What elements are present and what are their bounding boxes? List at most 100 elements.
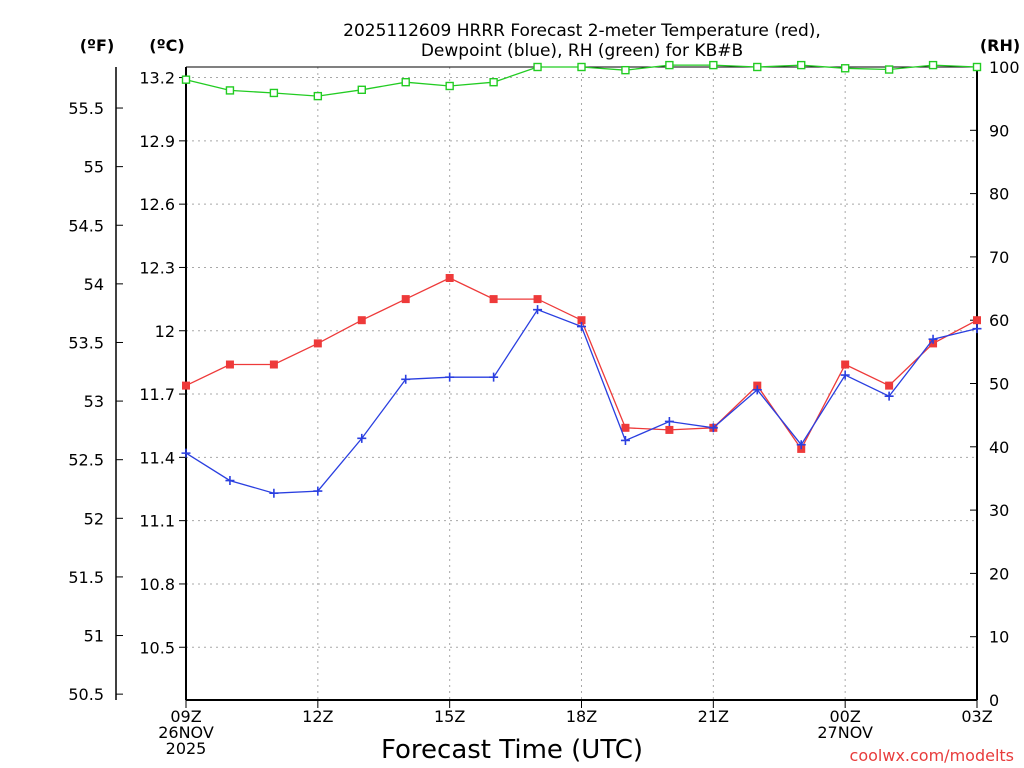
celsius-tick-label: 12.3 [139, 258, 175, 277]
credit-text: coolwx.com/modelts [850, 746, 1014, 765]
rh-point [797, 60, 806, 70]
rh-tick-label: 100 [989, 58, 1020, 77]
rh-tick-label: 50 [989, 375, 1009, 394]
chart-title-line2: Dewpoint (blue), RH (green) for KB#B [421, 41, 743, 61]
dewpoint-point [489, 372, 499, 382]
rh-tick-label: 10 [989, 628, 1009, 647]
temperature-point [841, 360, 850, 369]
dewpoint-point [928, 334, 938, 344]
temperature-point [445, 274, 454, 282]
temperature-point [885, 381, 894, 390]
dewpoint-point [445, 372, 455, 382]
x-tick-label: 15Z [434, 707, 465, 726]
celsius-tick-label: 10.8 [139, 575, 175, 594]
x-tick-label: 09Z [170, 707, 201, 726]
dewpoint-point [401, 374, 411, 384]
celsius-tick-label: 11.1 [139, 512, 175, 531]
rh-point [928, 60, 938, 70]
temperature-point [665, 425, 674, 434]
rh-point [621, 65, 630, 75]
dewpoint-point [181, 448, 191, 458]
celsius-tick-label: 10.5 [139, 638, 175, 657]
dewpoint-point [752, 385, 762, 395]
rh-tick-label: 40 [989, 438, 1009, 457]
fahrenheit-tick-label: 55 [84, 158, 104, 177]
fahrenheit-tick-label: 54 [84, 275, 104, 294]
rh-tick-label: 80 [989, 185, 1009, 204]
dewpoint-point [357, 433, 367, 443]
fahrenheit-tick-label: 50.5 [68, 685, 104, 704]
data-series [181, 60, 982, 498]
celsius-tick-label: 12.9 [139, 132, 175, 151]
rh-tick-label: 30 [989, 501, 1009, 520]
temperature-point [973, 316, 981, 325]
rh-point [884, 65, 894, 74]
temperature-point [182, 381, 190, 390]
rh-point [665, 60, 674, 70]
rh-point [753, 62, 762, 72]
temperature-point [577, 316, 586, 325]
dewpoint-point [840, 370, 850, 380]
x-tick-label: 2025 [166, 739, 207, 758]
dewpoint-point [884, 391, 894, 401]
celsius-tick-label: 13.2 [139, 69, 175, 88]
temperature-point [225, 360, 234, 369]
temperature-point [357, 316, 366, 325]
celsius-tick-label: 11.4 [139, 448, 175, 467]
rh-point [840, 64, 850, 73]
fahrenheit-tick-label: 52.5 [68, 451, 104, 470]
temperature-point [533, 295, 542, 304]
rh-point [401, 77, 410, 87]
dewpoint-point [313, 486, 323, 496]
chart-title-line1: 2025112609 HRRR Forecast 2-meter Tempera… [343, 21, 821, 41]
dewpoint-point [577, 322, 586, 332]
dewpoint-point [708, 423, 718, 433]
rh-unit-label: (RH) [980, 36, 1020, 55]
dewpoint-point [269, 488, 279, 498]
x-tick-label: 18Z [566, 707, 597, 726]
fahrenheit-tick-label: 53.5 [68, 333, 104, 352]
rh-tick-label: 70 [989, 248, 1009, 267]
rh-point [972, 62, 982, 72]
dewpoint-point [972, 324, 982, 334]
rh-point [489, 77, 498, 87]
rh-point [269, 88, 279, 98]
temperature-point [489, 295, 498, 304]
fahrenheit-tick-label: 54.5 [68, 216, 104, 235]
x-tick-label: 00Z [830, 707, 861, 726]
rh-tick-label: 0 [989, 691, 999, 710]
rh-tick-label: 20 [989, 564, 1009, 583]
dewpoint-point [225, 476, 235, 486]
x-tick-label: 26NOV [158, 723, 214, 742]
temperature-point [621, 423, 630, 432]
temperature-point [313, 339, 322, 348]
rh-point [709, 60, 718, 70]
rh-point [445, 81, 454, 91]
rh-point [181, 75, 191, 84]
celsius-tick-label: 11.7 [139, 385, 175, 404]
celsius-tick-label: 12 [155, 322, 175, 341]
dewpoint-point [533, 305, 543, 315]
rh-tick-label: 90 [989, 121, 1009, 140]
x-axis-title: Forecast Time (UTC) [381, 735, 643, 765]
fahrenheit-tick-label: 55.5 [68, 99, 104, 118]
dewpoint-point [664, 416, 674, 426]
rh-point [533, 62, 542, 72]
fahrenheit-tick-label: 51.5 [68, 568, 104, 587]
rh-point [225, 86, 235, 95]
fahrenheit-tick-label: 51 [84, 627, 104, 646]
temperature-point [269, 360, 278, 369]
celsius-unit-label: (ºC) [149, 36, 184, 55]
rh-tick-label: 60 [989, 311, 1009, 330]
axes: 10.5 10.8 11.1 11.4 11.7 12 12.3 12.6 12.9 13.2 50… [68, 58, 1019, 758]
dewpoint-point [796, 440, 806, 450]
temperature-point [401, 295, 410, 304]
dewpoint-point [620, 435, 630, 445]
x-tick-label: 21Z [698, 707, 729, 726]
x-tick-label: 03Z [961, 707, 992, 726]
fahrenheit-tick-label: 52 [84, 509, 104, 528]
x-tick-label: 27NOV [817, 723, 873, 742]
fahrenheit-unit-label: (ºF) [80, 36, 115, 55]
